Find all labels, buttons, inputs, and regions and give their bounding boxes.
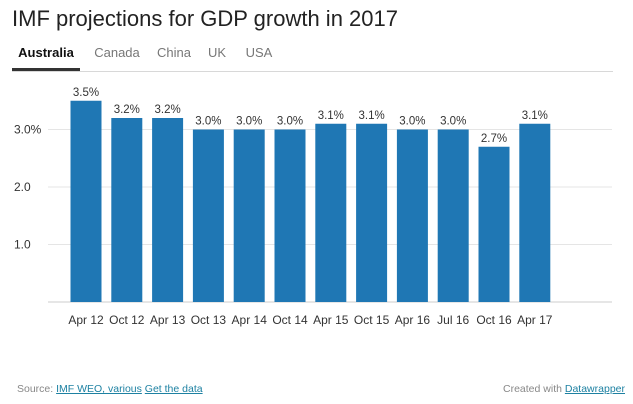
tab-australia[interactable]: Australia <box>12 38 80 71</box>
data-label: 3.2% <box>154 104 180 116</box>
x-tick-label: Oct 16 <box>476 313 512 327</box>
bar <box>152 118 184 302</box>
y-tick-label: 2.0 <box>14 180 31 194</box>
source-prefix: Source: <box>17 383 54 395</box>
x-tick-label: Oct 15 <box>354 313 390 327</box>
bar <box>478 146 510 302</box>
x-tick-label: Apr 15 <box>313 313 349 327</box>
country-tabs: Australia Canada China UK USA <box>12 38 613 72</box>
bar-chart: 1.0 2.0 3.0% 3.5% Apr 12 3.2% Oct 12 3.2% Apr 13… <box>14 87 612 327</box>
source-link[interactable]: IMF WEO, various <box>56 383 142 395</box>
source-line: Source: IMF WEO, various Get the data <box>17 383 203 395</box>
y-tick-label: 1.0 <box>14 238 31 252</box>
chart-title: IMF projections for GDP growth in 2017 <box>12 6 398 31</box>
data-label: 3.5% <box>73 87 99 99</box>
data-label: 3.1% <box>358 110 384 122</box>
bar <box>356 123 388 302</box>
bar <box>233 129 265 302</box>
x-tick-label: Oct 13 <box>191 313 227 327</box>
bar <box>437 129 469 302</box>
x-tick-label: Oct 12 <box>109 313 145 327</box>
tab-uk[interactable]: UK <box>207 45 227 60</box>
datawrapper-link[interactable]: Datawrapper <box>564 383 625 395</box>
get-data-link[interactable]: Get the data <box>144 383 203 395</box>
bar <box>315 123 347 302</box>
data-label: 3.0% <box>440 116 466 128</box>
bar <box>192 129 224 302</box>
x-tick-label: Apr 13 <box>150 313 186 327</box>
tab-usa[interactable]: USA <box>245 45 273 60</box>
x-tick-label: Apr 17 <box>517 313 553 327</box>
bar <box>396 129 428 302</box>
y-tick-label: 3.0% <box>14 123 42 137</box>
data-label: 3.0% <box>399 116 425 128</box>
x-tick-label: Apr 14 <box>232 313 268 327</box>
data-label: 2.7% <box>481 133 507 145</box>
bar <box>70 100 102 302</box>
x-tick-label: Oct 14 <box>272 313 308 327</box>
bar <box>274 129 306 302</box>
tab-canada[interactable]: Canada <box>94 45 140 60</box>
credit-prefix: Created with <box>503 383 562 395</box>
data-label: 3.1% <box>318 110 344 122</box>
credit-line: Created with Datawrapper <box>503 383 625 395</box>
data-label: 3.0% <box>236 116 262 128</box>
data-label: 3.1% <box>522 110 548 122</box>
tab-china[interactable]: China <box>157 45 191 60</box>
bar <box>519 123 551 302</box>
data-label: 3.0% <box>195 116 221 128</box>
x-tick-label: Jul 16 <box>437 313 469 327</box>
x-tick-label: Apr 12 <box>68 313 104 327</box>
data-label: 3.2% <box>114 104 140 116</box>
bar <box>111 118 143 302</box>
data-label: 3.0% <box>277 116 303 128</box>
x-tick-label: Apr 16 <box>395 313 431 327</box>
